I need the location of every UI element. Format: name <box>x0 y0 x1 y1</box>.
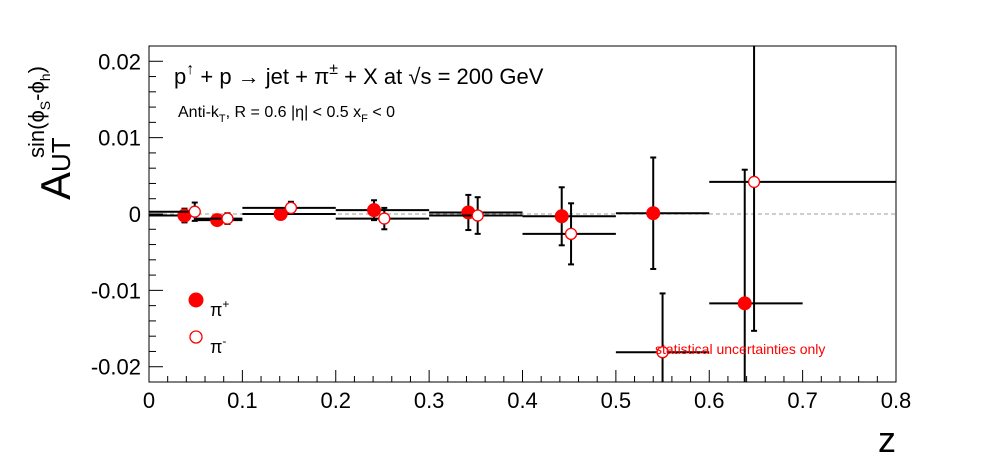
legend: π+ π- <box>188 292 229 357</box>
data-series <box>149 46 896 382</box>
x-tick-label: 0 <box>143 388 155 413</box>
y-tick-label: 0.02 <box>98 49 141 74</box>
legend-marker-pi-minus <box>189 330 203 344</box>
legend-marker-pi-plus <box>188 292 204 308</box>
chart-subtitle: Anti-kT, R = 0.6 |η| < 0.5 xF < 0 <box>178 104 395 125</box>
legend-label-pi-minus: π- <box>210 334 226 357</box>
data-point-pi-plus <box>554 209 569 224</box>
data-point-pi-minus <box>378 212 391 225</box>
chart-title: p↑ + p → jet + π± + X at √s = 200 GeV <box>174 61 544 89</box>
data-point-pi-plus <box>367 203 382 218</box>
data-point-pi-minus <box>188 205 201 218</box>
x-axis-label: z <box>878 419 896 460</box>
uncertainty-note: statistical uncertainties only <box>655 341 825 357</box>
svg-text:sin(ϕS-ϕh): sin(ϕS-ϕh) <box>24 66 53 158</box>
x-tick-label: 0.4 <box>507 388 538 413</box>
x-tick-label: 0.8 <box>881 388 912 413</box>
y-axis-ticks: 0.02 0.01 0 -0.01 -0.02 <box>91 45 163 383</box>
y-tick-label: 0.01 <box>98 126 141 151</box>
data-point-pi-minus <box>656 346 669 359</box>
x-tick-label: 0.2 <box>320 388 351 413</box>
x-tick-label: 0.6 <box>694 388 725 413</box>
x-tick-label: 0.7 <box>787 388 818 413</box>
data-point-pi-plus <box>646 206 661 221</box>
data-point-pi-minus <box>564 227 578 241</box>
y-axis-label: AUT sin(ϕS-ϕh) <box>24 66 79 200</box>
data-point-pi-plus <box>737 296 752 311</box>
data-point-pi-minus <box>471 209 484 222</box>
x-tick-label: 0.3 <box>414 388 445 413</box>
legend-label-pi-plus: π+ <box>210 297 229 320</box>
svg-text:AUT: AUT <box>32 137 79 200</box>
x-tick-label: 0.1 <box>227 388 258 413</box>
data-point-pi-minus <box>747 175 761 189</box>
y-tick-label: -0.02 <box>91 355 141 380</box>
data-point-pi-minus <box>221 212 234 225</box>
x-axis-ticks: 0 0.1 0.2 0.3 0.4 0.5 0.6 0.7 0.8 <box>143 370 911 413</box>
y-tick-label: -0.01 <box>91 278 141 303</box>
series-pi-minus <box>149 46 896 382</box>
data-point-pi-minus <box>284 201 298 215</box>
y-tick-label: 0 <box>129 202 141 227</box>
x-tick-label: 0.5 <box>601 388 632 413</box>
